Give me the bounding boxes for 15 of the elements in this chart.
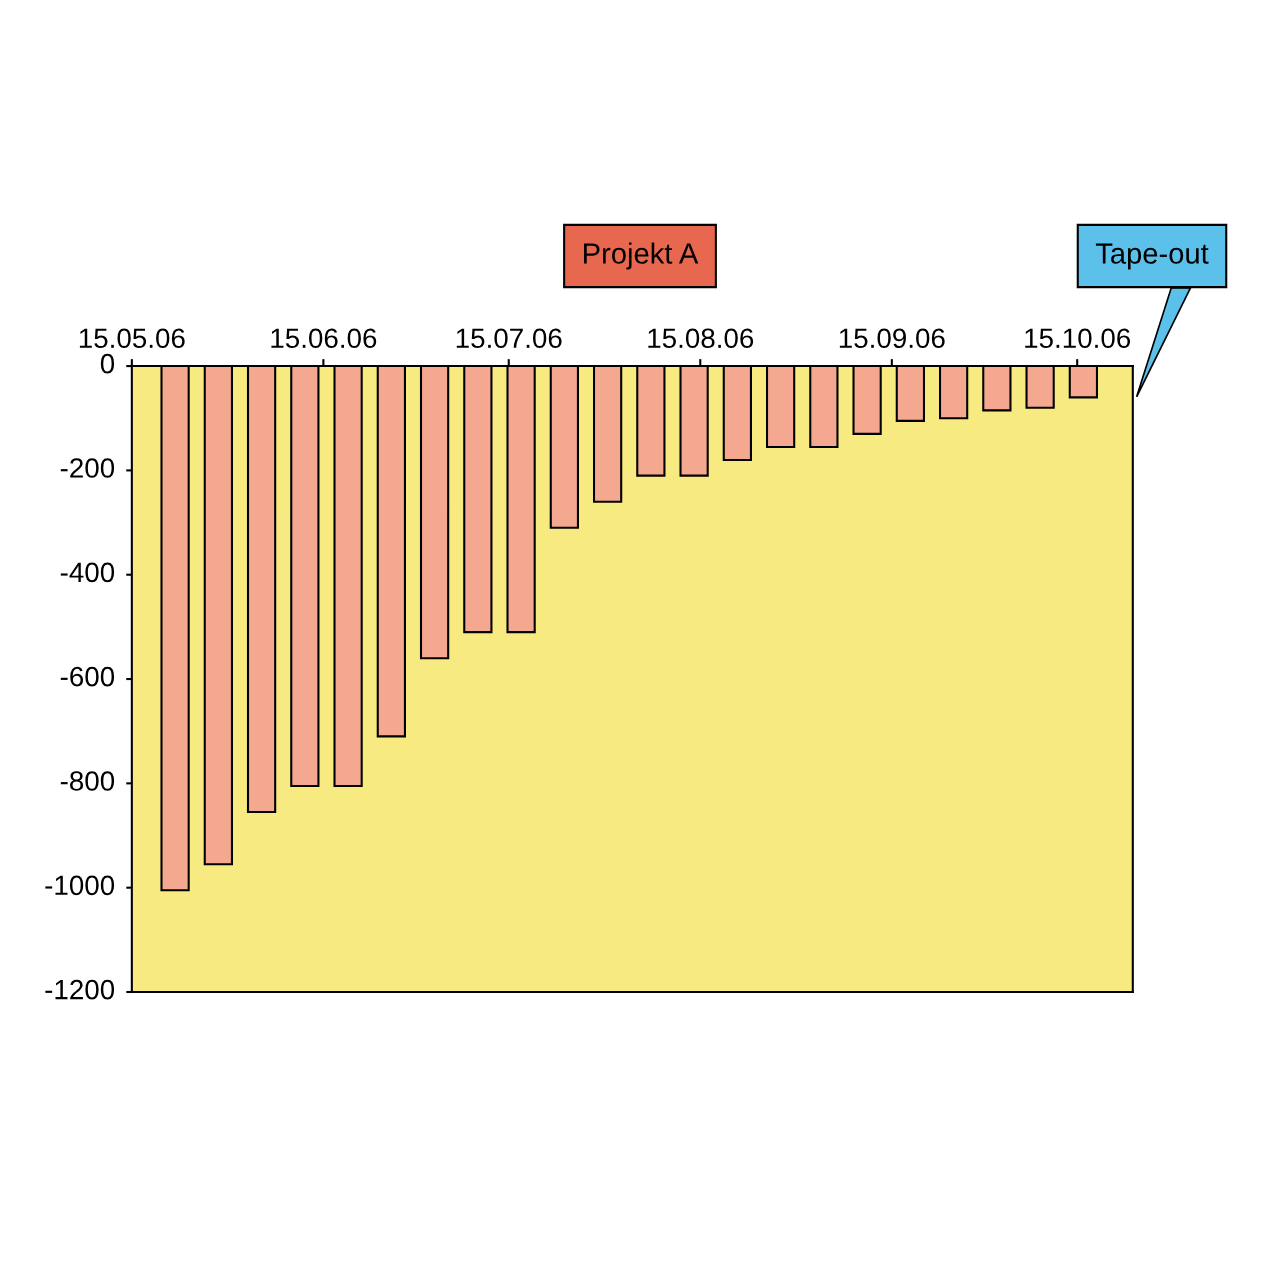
text: Tape-out: [1095, 243, 1209, 270]
y-tick-label: -1000: [45, 875, 115, 896]
x-tick-label: 15.07.06: [456, 328, 562, 349]
x-tick-label: 15.09.06: [839, 328, 945, 349]
x-tick-label: 15.06.06: [271, 328, 377, 349]
y-tick-label: -800: [60, 771, 115, 791]
x-tick-label: 15.05.06: [79, 328, 185, 349]
y-tick-label: 0: [100, 353, 115, 374]
chart-title: Projekt A: [584, 242, 699, 270]
y-tick-label: -600: [60, 666, 115, 687]
y-tick-label: -1200: [45, 979, 115, 1000]
x-tick-label: 15.10.06: [1025, 328, 1131, 349]
y-tick-label: -400: [60, 562, 115, 583]
x-tick-label: 15.08.06: [648, 328, 754, 349]
y-tick-label: -200: [60, 458, 115, 478]
